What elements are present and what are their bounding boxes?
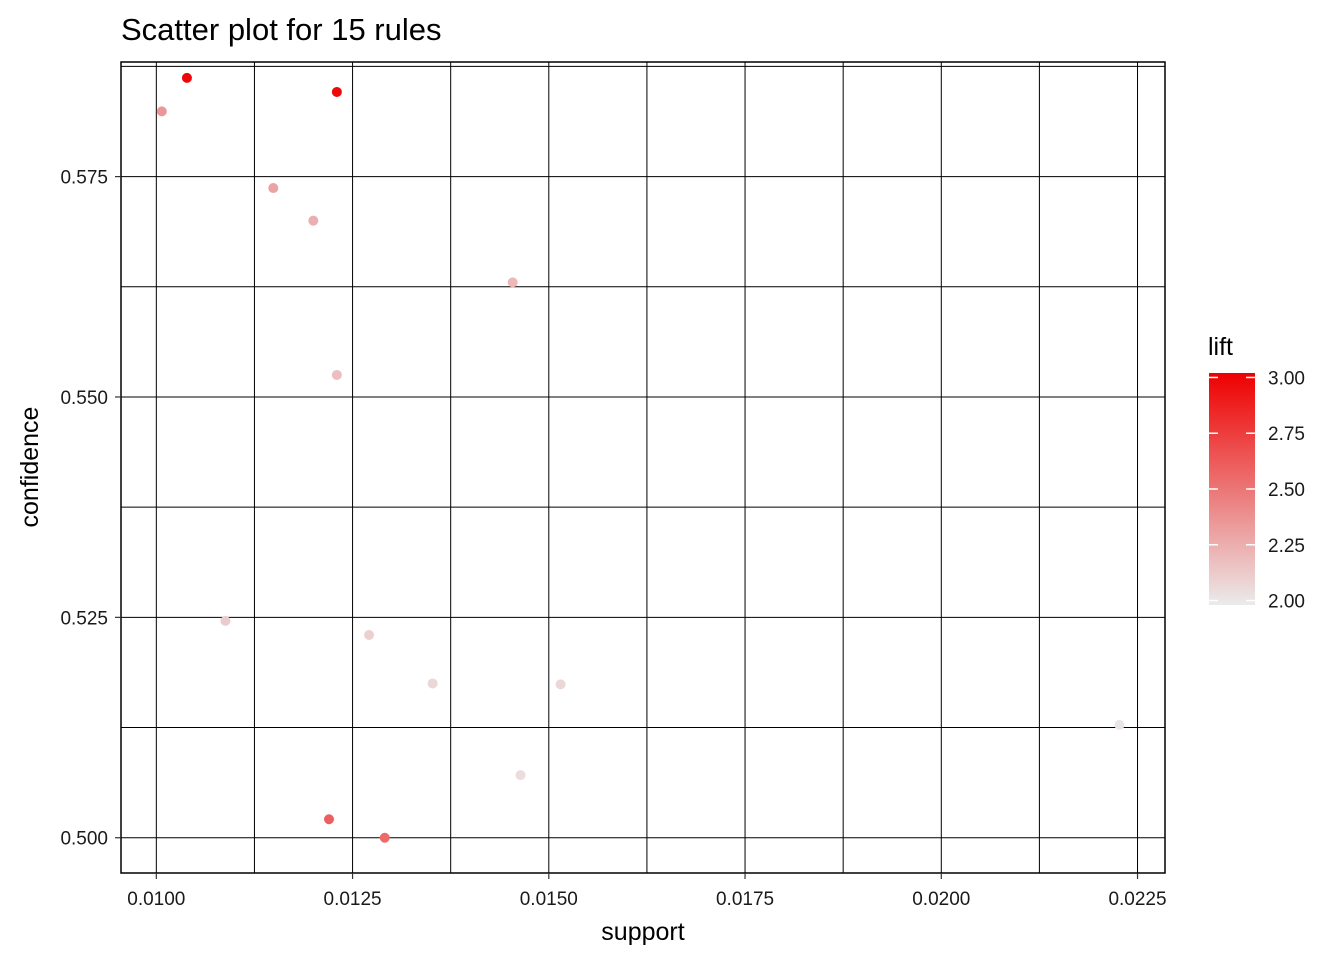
data-points [156,72,1125,843]
legend-tick-label: 2.00 [1268,592,1305,613]
data-point [1114,719,1125,730]
data-point [427,678,438,689]
data-point [379,832,390,843]
data-point [331,86,342,97]
legend-tick-label: 2.50 [1268,480,1305,501]
data-point [324,814,335,825]
x-tick-label: 0.0100 [127,889,185,910]
data-point [308,215,319,226]
chart-title: Scatter plot for 15 rules [121,12,442,47]
y-tick-label: 0.550 [60,388,108,409]
data-point [268,183,279,194]
y-tick-label: 0.500 [60,829,108,850]
legend-tick-label: 3.00 [1268,368,1305,389]
data-point [181,72,192,83]
data-point [220,615,231,626]
data-point [515,770,526,781]
data-point [364,629,375,640]
x-tick-label: 0.0150 [520,889,578,910]
legend-tick-label: 2.75 [1268,424,1305,445]
y-axis-title: confidence [16,407,44,528]
y-tick-label: 0.525 [60,608,108,629]
data-point [555,679,566,690]
legend-tick-label: 2.25 [1268,536,1305,557]
data-point [507,277,518,288]
plot-border [120,61,1166,874]
data-point [331,369,342,380]
x-tick-label: 0.0175 [716,889,774,910]
x-axis-ticks: 0.0100 0.0125 0.0150 0.0175 0.0200 0.0225 [127,873,1167,910]
plot-panel [121,62,1165,873]
grid-lines [121,62,1165,873]
x-tick-label: 0.0125 [324,889,382,910]
color-legend: lift 2.00 2.25 2.50 2.75 3.00 [1208,333,1305,613]
y-axis-ticks: 0.500 0.525 0.550 0.575 [60,168,121,850]
legend-title: lift [1208,333,1233,361]
x-axis-title: support [601,918,684,946]
data-point [156,106,167,117]
y-tick-label: 0.575 [60,168,108,189]
legend-ticks: 2.00 2.25 2.50 2.75 3.00 [1209,368,1305,613]
x-tick-label: 0.0200 [912,889,970,910]
x-tick-label: 0.0225 [1108,889,1166,910]
